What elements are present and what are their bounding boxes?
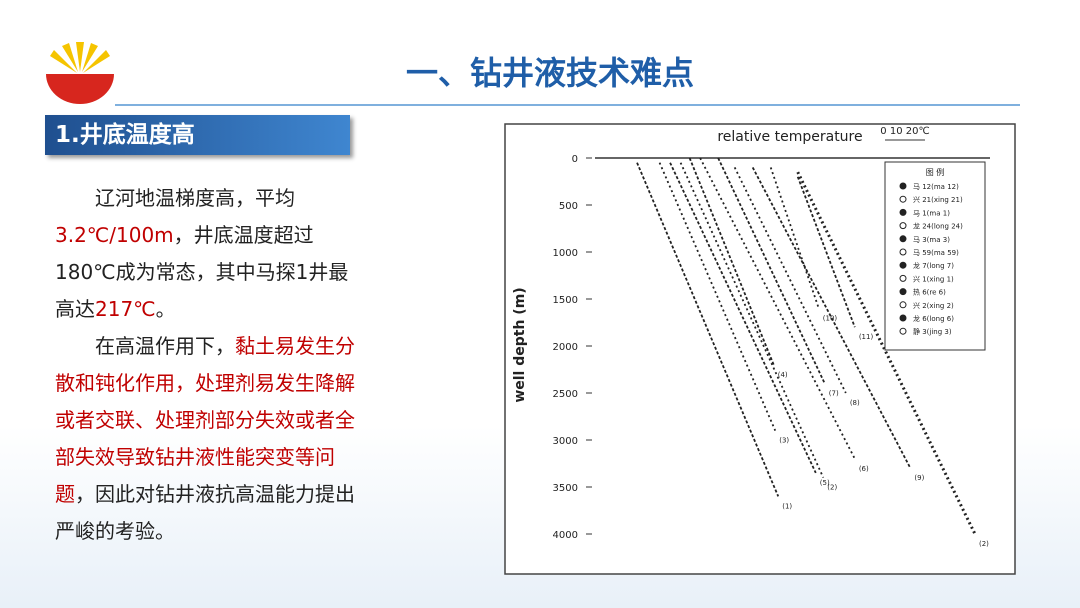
legend-marker (899, 235, 907, 243)
legend-marker (899, 327, 907, 335)
y-tick-label: 0 (572, 154, 578, 165)
x-axis-label: relative temperature (717, 129, 862, 145)
legend-marker (899, 288, 907, 296)
series-line (669, 162, 817, 474)
y-tick-label: 1000 (553, 248, 578, 259)
y-tick-label: 3000 (553, 436, 578, 447)
paragraph: 辽河地温梯度高，平均 3.2℃/100m，井底温度超过180℃成为常态，其中马探1… (55, 180, 355, 328)
body-text: 辽河地温梯度高，平均 3.2℃/100m，井底温度超过180℃成为常态，其中马探1… (55, 180, 355, 550)
series-line (658, 162, 777, 431)
legend-marker (899, 301, 907, 309)
text-run: 。 (155, 297, 176, 321)
series-line (717, 157, 826, 384)
y-tick-label: 500 (559, 201, 578, 212)
title-rule (115, 104, 1020, 106)
legend-marker (899, 208, 907, 216)
legend-marker (899, 222, 907, 230)
curve-label: (4) (778, 371, 788, 379)
text-run: 黏土易发生分散和钝化作用，处理剂易发生降解或者交联、处理剂部分失效或者全部失效导… (55, 334, 355, 506)
legend-label: 热 6(re 6) (913, 288, 946, 297)
curve-label: (5) (820, 479, 830, 487)
curve-label: (9) (914, 474, 924, 482)
curve-label: (3) (779, 437, 789, 445)
legend-label: 马 3(ma 3) (913, 236, 950, 244)
scale-label: 0 10 20℃ (880, 126, 929, 137)
legend-label: 龙 7(long 7) (913, 261, 954, 270)
text-run: ，井底温度超过180℃成为常态，其中马探1井最高达 (55, 223, 349, 321)
legend-label: 静 3(jing 3) (913, 327, 952, 336)
series-line (636, 162, 780, 497)
y-tick-label: 1500 (553, 295, 578, 306)
legend-label: 兴 21(xing 21) (913, 195, 963, 204)
legend-title: 图 例 (926, 167, 945, 177)
logo (46, 42, 114, 104)
legend-label: 龙 6(long 6) (913, 314, 954, 323)
legend-label: 兴 2(xing 2) (913, 301, 954, 310)
curve-label: (10) (823, 314, 838, 322)
y-tick-label: 4000 (553, 530, 578, 541)
legend-label: 兴 1(xing 1) (913, 274, 954, 283)
curve-label: (6) (859, 465, 869, 473)
curve-label: (7) (829, 390, 839, 398)
paragraph: 在高温作用下，黏土易发生分散和钝化作用，处理剂易发生降解或者交联、处理剂部分失效… (55, 328, 355, 550)
slide-title: 一、钻井液技术难点 (405, 54, 694, 92)
section-header: 1.井底温度高 (45, 115, 350, 155)
legend-marker (899, 195, 907, 203)
curve-label: (2) (979, 540, 989, 548)
curve-label: (2) (827, 484, 837, 492)
series-line (751, 166, 912, 469)
series-line (688, 157, 775, 366)
legend-marker (899, 314, 907, 322)
y-axis-label: well depth (m) (512, 287, 528, 402)
curve-label: (11) (859, 333, 874, 341)
curve-label: (8) (850, 399, 860, 407)
legend-label: 龙 24(long 24) (913, 222, 963, 231)
text-run: 3.2℃/100m (55, 223, 174, 247)
legend-label: 马 59(ma 59) (913, 249, 959, 257)
legend-marker (899, 274, 907, 282)
text-run: ，因此对钻井液抗高温能力提出严峻的考验。 (55, 482, 355, 543)
curve-label: (1) (782, 502, 792, 510)
series-line (796, 171, 977, 535)
y-tick-label: 3500 (553, 483, 578, 494)
y-tick-label: 2000 (553, 342, 578, 353)
legend-label: 马 1(ma 1) (913, 209, 950, 217)
text-run: 217℃ (95, 297, 156, 321)
legend-marker (899, 248, 907, 256)
series-line (733, 167, 847, 394)
text-run: 在高温作用下， (95, 334, 235, 358)
series-line (796, 176, 856, 328)
legend-label: 马 12(ma 12) (913, 183, 959, 191)
series-line (699, 157, 856, 460)
y-tick-label: 2500 (553, 389, 578, 400)
legend-marker (899, 182, 907, 190)
legend-marker (899, 261, 907, 269)
text-run: 辽河地温梯度高，平均 (95, 186, 295, 210)
